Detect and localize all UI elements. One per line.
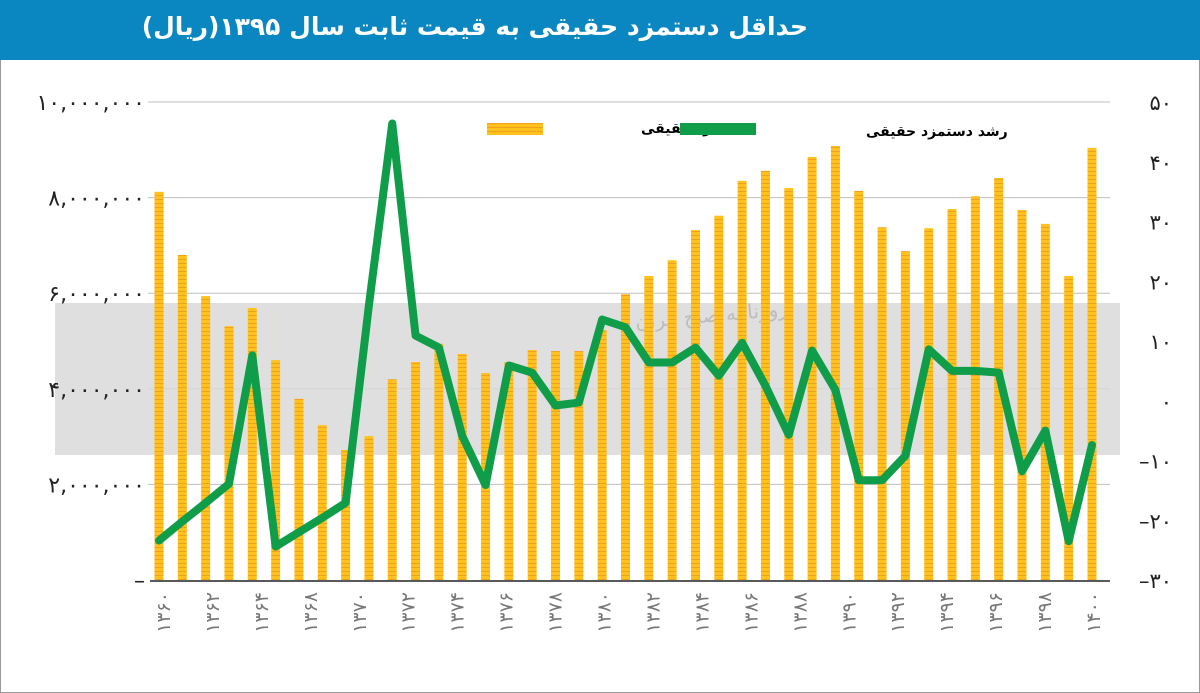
bar-1391	[877, 227, 887, 580]
right-axis-tick-label: ۱۰	[1149, 330, 1172, 354]
bar-1394	[947, 209, 957, 580]
right-axis-tick-label: –۱۰	[1139, 450, 1172, 474]
right-axis-tick-label: ۳۰	[1149, 211, 1172, 235]
bar-1371	[411, 362, 421, 580]
left-axis-tick-label: ۱۰,۰۰۰,۰۰۰	[36, 91, 145, 116]
x-axis-tick-label: ۱۳۶۰	[153, 592, 175, 633]
bar-1399	[1064, 275, 1074, 580]
left-axis-tick-label: ۲,۰۰۰,۰۰۰	[48, 473, 145, 498]
x-axis-tick-label: ۱۳۹۴	[936, 592, 958, 633]
bar-1373	[457, 353, 467, 580]
bar-1392	[900, 251, 910, 581]
right-axis-tick-label: ۴۰	[1149, 151, 1172, 175]
legend: دستمزد حقیقی رشد دستمزد حقیقی	[487, 121, 1008, 140]
bar-1360	[154, 191, 164, 580]
x-axis-tick-label: ۱۳۸۶	[740, 592, 762, 633]
left-axis-tick-label: ۶,۰۰۰,۰۰۰	[48, 282, 145, 307]
bar-1380	[621, 294, 630, 580]
legend-swatch-line	[680, 123, 756, 135]
x-axis-tick-label: ۱۳۹۸	[1034, 592, 1056, 633]
right-axis-tick-label: ۰	[1161, 390, 1172, 414]
bar-1397	[1017, 210, 1027, 580]
bar-1376	[527, 350, 537, 580]
x-axis-tick-label: ۱۳۸۸	[789, 592, 811, 633]
bar-1369	[364, 436, 374, 580]
x-axis-tick-label: ۱۳۸۴	[691, 592, 713, 633]
left-axis-tick-label: ۴,۰۰۰,۰۰۰	[48, 378, 145, 403]
bar-1387	[784, 188, 794, 581]
bar-1384	[714, 215, 724, 580]
x-axis-tick-label: ۱۳۷۸	[545, 592, 567, 633]
x-axis-tick-label: ۱۳۷۲	[398, 592, 420, 633]
x-axis-tick-label: ۱۳۷۶	[496, 592, 518, 633]
x-axis-tick-label: ۱۳۹۶	[985, 592, 1007, 633]
x-axis-tick-label: ۱۳۶۴	[251, 592, 273, 633]
bar-1367	[317, 425, 327, 580]
legend-swatch-bars	[487, 123, 543, 135]
bar-1368	[341, 449, 351, 580]
bar-1393	[924, 228, 934, 580]
x-axis-tick-label: ۱۳۸۲	[642, 592, 664, 633]
bar-1398	[1040, 223, 1050, 580]
bar-1382	[667, 260, 677, 580]
bar-1363	[224, 326, 234, 580]
legend-label-line: رشد دستمزد حقیقی	[866, 124, 1008, 140]
bar-1364	[247, 308, 257, 580]
right-axis-tick-label: –۳۰	[1139, 569, 1172, 593]
bar-1386	[760, 170, 770, 580]
x-axis-tick-label: ۱۳۹۰	[838, 592, 860, 633]
bar-1370	[387, 379, 397, 580]
x-axis-tick-label: ۱۳۹۲	[887, 592, 909, 633]
bar-1361	[177, 254, 187, 580]
chart-header: حداقل دستمزد حقیقی به قیمت ثابت سال ۱۳۹۵…	[0, 0, 1200, 60]
bar-1395	[970, 196, 980, 580]
right-axis-tick-label: ۲۰	[1149, 270, 1172, 294]
bar-1400	[1087, 147, 1097, 580]
bar-1379	[597, 330, 607, 580]
x-axis-tick-label: ۱۳۶۸	[300, 592, 322, 633]
bar-1383	[690, 230, 700, 580]
bar-1388	[807, 156, 817, 580]
bar-1381	[644, 275, 654, 580]
left-axis-tick-label: –	[134, 569, 145, 594]
bar-1362	[201, 296, 211, 580]
chart-title: حداقل دستمزد حقیقی به قیمت ثابت سال ۱۳۹۵…	[141, 12, 808, 41]
right-axis-tick-label: ۵۰	[1149, 91, 1172, 115]
bar-1372	[434, 343, 444, 580]
bar-1385	[737, 180, 747, 580]
bar-1375	[504, 362, 514, 580]
bar-1390	[854, 190, 864, 580]
bar-1377	[551, 351, 561, 580]
x-axis-tick-label: ۱۴۰۰	[1083, 592, 1105, 633]
x-axis-tick-label: ۱۳۷۴	[447, 592, 469, 633]
bar-1389	[830, 145, 840, 580]
x-axis-tick-label: ۱۳۷۰	[349, 592, 371, 633]
bar-1365	[271, 360, 281, 580]
bar-1378	[574, 351, 584, 580]
left-axis-tick-label: ۸,۰۰۰,۰۰۰	[48, 187, 145, 212]
x-axis-tick-label: ۱۳۸۰	[594, 592, 616, 633]
bar-1366	[294, 398, 304, 580]
x-axis-tick-label: ۱۳۶۲	[202, 592, 224, 633]
right-axis-tick-label: –۲۰	[1139, 509, 1172, 533]
